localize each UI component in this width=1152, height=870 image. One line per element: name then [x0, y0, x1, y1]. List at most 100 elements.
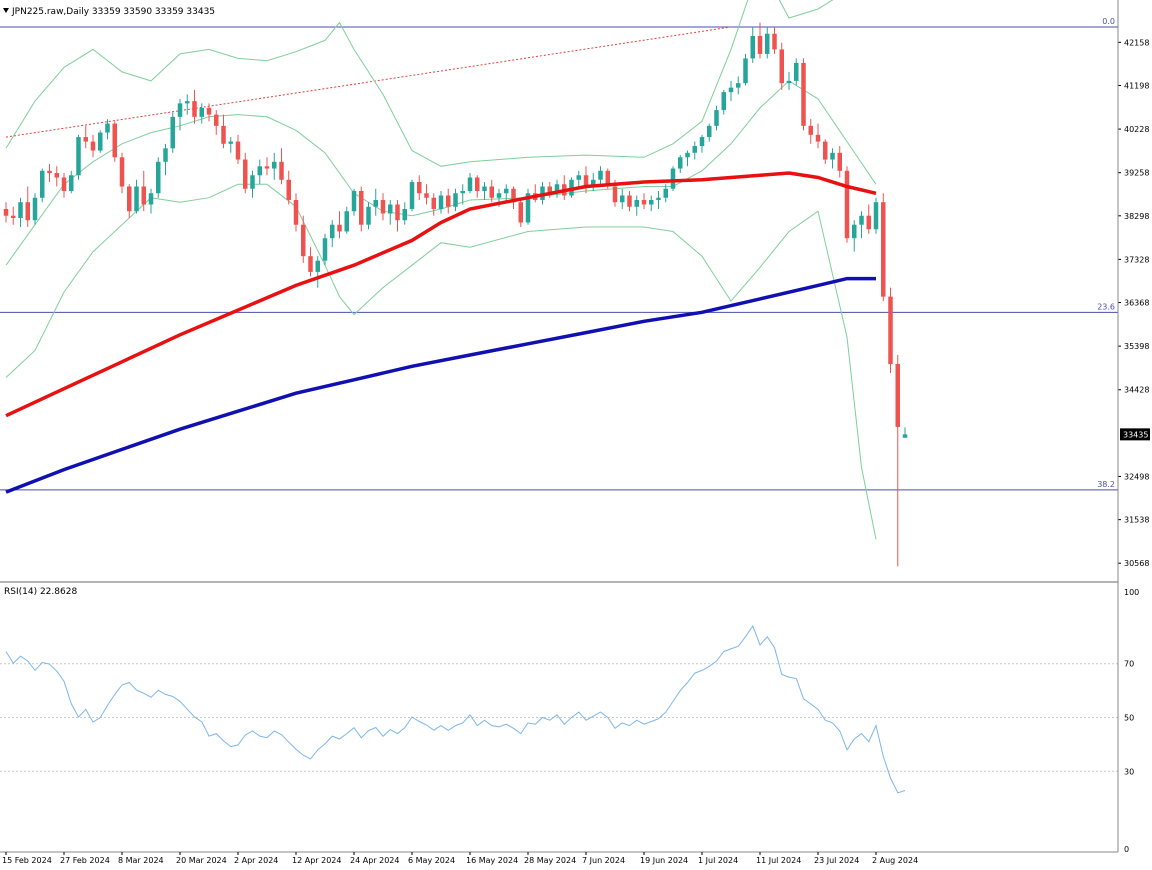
candle-body: [424, 193, 429, 198]
rsi-tick-label: 30: [1124, 767, 1134, 776]
price-tick-label: 37328: [1124, 255, 1149, 264]
candle: [837, 146, 842, 178]
candle-body: [380, 199, 386, 214]
candle: [576, 170, 581, 189]
candle-body: [366, 206, 371, 225]
candle-body: [228, 141, 233, 144]
candle: [279, 148, 284, 185]
candle-body: [881, 202, 886, 297]
candle: [692, 141, 697, 160]
time-tick-label: 11 Jul 2024: [756, 856, 801, 865]
candle-body: [663, 188, 668, 198]
candle: [902, 427, 908, 438]
candle-body: [772, 33, 777, 50]
candle: [69, 170, 74, 194]
price-tick-label: 30568: [1124, 559, 1149, 568]
candle: [431, 193, 436, 216]
candle: [366, 202, 371, 230]
candle-body: [685, 152, 690, 158]
candle: [40, 168, 45, 203]
moving-average-fast-line: [5, 171, 877, 418]
candle: [373, 188, 378, 216]
candle-body: [279, 161, 284, 180]
candle: [786, 71, 792, 90]
candle-body: [808, 125, 813, 135]
candle-body: [801, 62, 806, 126]
candle-body: [460, 191, 465, 194]
candle: [192, 89, 197, 124]
candle: [214, 110, 219, 135]
candle-body: [699, 137, 705, 147]
candle: [685, 150, 690, 167]
candle: [844, 166, 850, 243]
candle: [235, 134, 241, 165]
candle: [728, 80, 734, 102]
candle: [243, 152, 248, 194]
candle-body: [627, 195, 632, 207]
price-tick-label: 36368: [1124, 299, 1149, 308]
candle: [54, 166, 59, 187]
candle-body: [779, 49, 784, 84]
candle: [504, 184, 509, 203]
candle-body: [576, 175, 581, 180]
current-price-tag: [1120, 428, 1150, 441]
candle: [134, 179, 139, 214]
candle: [779, 42, 784, 90]
candle: [801, 58, 806, 131]
fibonacci-levels: 0.0 23.6 38.2: [0, 17, 1118, 491]
candle: [199, 103, 204, 124]
candle: [272, 152, 277, 180]
candle-body: [525, 193, 531, 223]
time-tick-label: 20 Mar 2024: [176, 856, 227, 865]
rsi-tick-label: 100: [1124, 588, 1139, 597]
candle: [467, 173, 473, 194]
candle: [446, 188, 451, 214]
time-tick-label: 23 Jul 2024: [814, 856, 859, 865]
candle-body: [591, 179, 596, 187]
candle: [76, 134, 81, 180]
candle: [460, 184, 465, 205]
candle-body: [895, 364, 900, 427]
rsi-pane[interactable]: [0, 624, 1118, 794]
candle-body: [170, 116, 175, 149]
candle: [61, 173, 67, 198]
candle: [808, 119, 813, 144]
candle-body: [359, 191, 364, 225]
candle-body: [620, 195, 625, 203]
candle-body: [830, 152, 835, 160]
candle-body: [750, 35, 755, 59]
triangle-down-icon[interactable]: [3, 8, 9, 13]
candle-body: [757, 35, 763, 54]
candle-body: [76, 137, 81, 176]
candle-body: [482, 186, 487, 192]
candle-body: [504, 188, 509, 194]
price-pane[interactable]: 0.0 23.6 38.2: [0, 0, 1118, 567]
candle-body: [678, 157, 683, 169]
candle-body: [47, 170, 52, 174]
candle: [185, 94, 190, 115]
candle-body: [605, 170, 610, 187]
candle: [417, 175, 422, 200]
candle-body: [866, 215, 871, 230]
candle-body: [344, 211, 349, 232]
candle: [866, 204, 871, 234]
candle: [721, 89, 726, 115]
candle-body: [112, 123, 117, 158]
candle: [627, 191, 632, 212]
time-tick-label: 19 Jun 2024: [640, 856, 688, 865]
candle: [438, 191, 444, 214]
candle-body: [634, 199, 639, 207]
candle-body: [286, 179, 291, 200]
time-axis[interactable]: 15 Feb 2024 27 Feb 2024 8 Mar 2024 20 Mar 2…: [2, 852, 918, 865]
candle-body: [511, 188, 516, 203]
candle: [641, 193, 647, 209]
candle: [119, 152, 125, 194]
candle-body: [649, 199, 654, 205]
candle-body: [293, 199, 299, 225]
candle: [881, 193, 886, 302]
candle: [859, 211, 864, 239]
candle: [591, 173, 596, 192]
candle-body: [83, 137, 88, 142]
price-axis[interactable]: 42158 41198 40228 39258 38298 37328 36368 35398…: [1118, 38, 1150, 568]
